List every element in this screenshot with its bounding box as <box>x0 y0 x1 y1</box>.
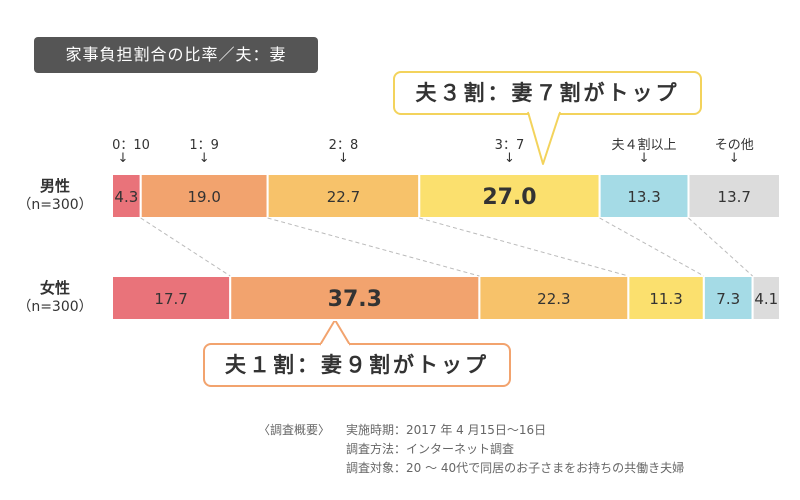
category-label: 夫４割以上 <box>611 138 677 153</box>
bar-segment <box>418 173 601 219</box>
down-arrow-icon: ↓ <box>728 151 740 166</box>
data-label: 19.0 <box>187 188 220 206</box>
data-label: 22.3 <box>537 290 570 308</box>
down-arrow-icon: ↓ <box>117 151 129 166</box>
data-label: 7.3 <box>716 290 740 308</box>
note-target-label: 調査対象： <box>346 461 407 475</box>
note-method: インターネット調査 <box>406 442 515 456</box>
row-label-male: 男性 （n=300） <box>14 177 96 215</box>
connector-line <box>140 217 231 277</box>
category-label: 3：7 <box>494 138 525 153</box>
bar-segment <box>598 173 690 219</box>
gender-label: 女性 <box>39 279 70 297</box>
data-label: 13.3 <box>627 188 660 206</box>
chart-title: 家事負担割合の比率／夫：妻 <box>34 37 318 73</box>
connector-line <box>419 217 629 277</box>
data-label: 22.7 <box>327 188 360 206</box>
bar-segment <box>702 275 754 321</box>
bar-segment <box>687 173 782 219</box>
note-period: 2017 年 4 月15日〜16日 <box>406 423 547 437</box>
note-target: 20 〜 40代で同居のお子さまをお持ちの共働き夫婦 <box>406 461 685 475</box>
connector-line <box>267 217 480 277</box>
category-label: その他 <box>714 138 754 153</box>
bar-segment <box>229 275 481 321</box>
note-method-label: 調査方法： <box>346 442 407 456</box>
category-label: 1：9 <box>189 138 219 153</box>
category-label: 2：8 <box>328 138 359 153</box>
bar-segment <box>111 275 232 321</box>
connector-line <box>688 217 753 277</box>
sample-size-label: （n=300） <box>17 299 93 315</box>
data-label: 4.3 <box>114 188 138 206</box>
bar-segment <box>627 275 705 321</box>
female-top-callout: 夫１割：妻９割がトップ <box>203 343 511 387</box>
bar-segment <box>751 275 781 321</box>
connector-line <box>599 217 705 277</box>
sample-size-label: （n=300） <box>17 197 93 213</box>
down-arrow-icon: ↓ <box>338 151 349 166</box>
bar-segment <box>266 173 421 219</box>
female-callout-pointer <box>319 319 351 346</box>
note-period-label: 実施時期： <box>346 423 407 437</box>
data-label: 37.3 <box>328 287 382 312</box>
note-label: 〈調査概要〉 <box>258 423 331 437</box>
data-label: 17.7 <box>154 290 187 308</box>
data-label: 27.0 <box>482 185 536 210</box>
down-arrow-icon: ↓ <box>504 151 515 166</box>
down-arrow-icon: ↓ <box>198 151 210 166</box>
category-label: 0：10 <box>112 138 150 153</box>
down-arrow-icon: ↓ <box>638 151 650 166</box>
data-label: 11.3 <box>649 290 682 308</box>
male-callout-pointer <box>527 111 561 165</box>
gender-label: 男性 <box>39 177 70 195</box>
data-label: 13.7 <box>718 188 751 206</box>
data-label: 4.1 <box>754 290 778 308</box>
survey-note: 〈調査概要〉 実施時期：2017 年 4 月15日〜16日 調査方法：インターネッ… <box>258 421 684 478</box>
row-label-female: 女性 （n=300） <box>14 279 96 317</box>
